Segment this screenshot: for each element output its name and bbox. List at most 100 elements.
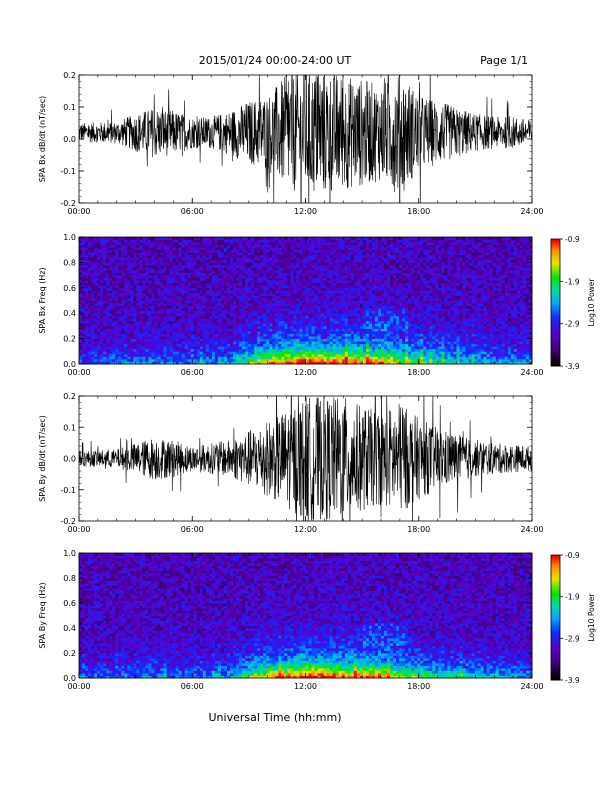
- spectrogram-cell: [85, 328, 89, 332]
- spectrogram-cell: [166, 338, 170, 342]
- spectrogram-cell: [344, 333, 349, 337]
- spectrogram-cell: [157, 361, 161, 365]
- spectrogram-cell: [251, 361, 255, 365]
- spectrogram-cell: [368, 292, 373, 296]
- spectrogram-cell: [187, 343, 192, 347]
- spectrogram-cell: [202, 305, 207, 309]
- spectrogram-cell: [112, 348, 116, 352]
- spectrogram-cell: [112, 280, 116, 284]
- spectrogram-cell: [226, 295, 231, 299]
- spectrogram-cell: [196, 267, 201, 271]
- spectrogram-cell: [305, 300, 309, 304]
- spectrogram-cell: [317, 297, 321, 301]
- spectrogram-cell: [359, 336, 364, 339]
- x-tick-label: 24:00: [520, 207, 543, 216]
- spectrogram-cell: [299, 305, 303, 309]
- spectrogram-cell: [239, 297, 243, 301]
- spectrogram-cell: [82, 264, 86, 268]
- spectrogram-cell: [112, 303, 116, 306]
- spectrogram-cell: [368, 264, 373, 268]
- spectrogram-cell: [263, 267, 267, 271]
- spectrogram-cell: [142, 259, 146, 263]
- spectrogram-cell: [320, 249, 325, 253]
- spectrogram-cell: [299, 308, 303, 312]
- spectrogram-cell: [323, 320, 328, 324]
- spectrogram-cell: [251, 308, 255, 312]
- spectrogram-cell: [166, 290, 170, 294]
- spectrogram-cell: [233, 361, 237, 365]
- spectrogram-cell: [223, 297, 228, 301]
- spectrogram-cell: [169, 290, 174, 294]
- spectrogram-cell: [344, 328, 349, 332]
- spectrogram-cell: [88, 300, 92, 304]
- spectrogram-cell: [199, 313, 204, 317]
- spectrogram-cell: [272, 290, 276, 294]
- spectrogram-cell: [368, 300, 373, 304]
- spectrogram-cell: [190, 287, 195, 291]
- spectrogram-cell: [109, 239, 113, 243]
- spectrogram-cell: [248, 282, 252, 286]
- spectrogram-cell: [205, 325, 210, 329]
- spectrogram-cell: [172, 297, 177, 301]
- spectrogram-cell: [82, 257, 86, 261]
- spectrogram-cell: [248, 252, 252, 256]
- spectrogram-cell: [299, 303, 303, 306]
- spectrogram-cell: [187, 292, 192, 296]
- spectrogram-cell: [332, 272, 337, 276]
- spectrogram-cell: [91, 343, 95, 347]
- spectrogram-cell: [139, 267, 143, 271]
- spectrogram-cell: [251, 239, 255, 243]
- spectrogram-cell: [169, 336, 174, 339]
- spectrogram-cell: [82, 330, 86, 334]
- spectrogram-cell: [85, 239, 89, 243]
- spectrogram-cell: [220, 341, 225, 345]
- spectrogram-cell: [178, 323, 183, 327]
- spectrogram-cell: [353, 295, 358, 299]
- spectrogram-cell: [91, 277, 95, 281]
- spectrogram-cell: [202, 254, 207, 258]
- spectrogram-cell: [272, 237, 276, 240]
- spectrogram-cell: [139, 254, 143, 258]
- spectrogram-cell: [236, 346, 240, 350]
- spectrogram-cell: [178, 338, 183, 342]
- spectrogram-cell: [365, 267, 370, 271]
- spectrogram-cell: [226, 353, 231, 357]
- spectrogram-cell: [305, 356, 309, 360]
- spectrogram-cell: [284, 303, 288, 306]
- spectrogram-cell: [368, 336, 373, 339]
- spectrogram-cell: [163, 267, 167, 271]
- spectrogram-cell: [97, 338, 101, 342]
- spectrogram-cell: [85, 297, 89, 301]
- spectrogram-cell: [281, 259, 285, 263]
- spectrogram-cell: [305, 247, 309, 251]
- spectrogram-cell: [260, 361, 264, 365]
- spectrogram-cell: [257, 272, 261, 276]
- spectrogram-cell: [169, 325, 174, 329]
- spectrogram-cell: [124, 267, 128, 271]
- spectrogram-cell: [290, 297, 294, 301]
- spectrogram-cell: [112, 300, 116, 304]
- spectrogram-cell: [82, 242, 86, 246]
- spectrogram-cell: [136, 361, 140, 365]
- spectrogram-cell: [133, 318, 137, 322]
- spectrogram-cell: [245, 343, 249, 347]
- spectrogram-cell: [175, 292, 180, 296]
- spectrogram-cell: [97, 292, 101, 296]
- spectrogram-cell: [239, 244, 243, 248]
- spectrogram-cell: [245, 328, 249, 332]
- spectrogram-cell: [187, 310, 192, 314]
- spectrogram-cell: [311, 323, 315, 327]
- spectrogram-cell: [257, 310, 261, 314]
- spectrogram-cell: [109, 287, 113, 291]
- spectrogram-cell: [290, 282, 294, 286]
- spectrogram-cell: [124, 315, 128, 319]
- spectrogram-cell: [269, 287, 273, 291]
- spectrogram-cell: [94, 361, 98, 365]
- spectrogram-cell: [326, 270, 331, 273]
- spectrogram-cell: [190, 249, 195, 253]
- spectrogram-cell: [94, 351, 98, 355]
- spectrogram-cell: [335, 259, 340, 263]
- spectrogram-cell: [302, 290, 306, 294]
- spectrogram-cell: [178, 318, 183, 322]
- spectrogram-cell: [254, 254, 258, 258]
